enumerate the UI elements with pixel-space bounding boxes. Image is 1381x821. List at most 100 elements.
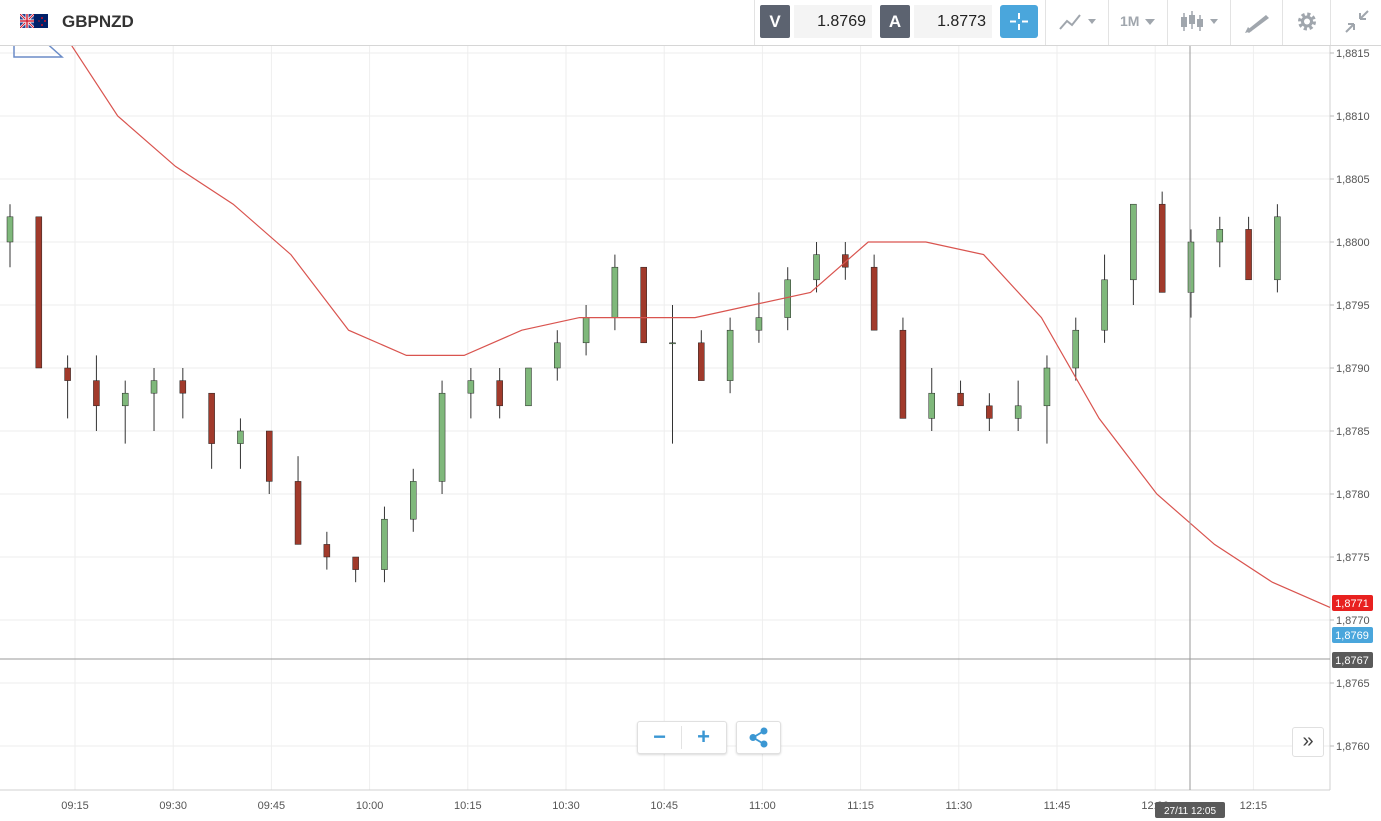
price-tag-gray: 1,8767 xyxy=(1332,652,1373,668)
divider xyxy=(1045,0,1046,45)
candle-up xyxy=(1187,241,1195,293)
price-tick-label: 1,8795 xyxy=(1336,300,1370,312)
candle-up xyxy=(582,317,590,344)
price-tick-label: 1,8770 xyxy=(1336,615,1370,627)
chevron-down-icon xyxy=(1145,19,1156,25)
candle-down xyxy=(265,430,273,482)
price-tick-label: 1,8800 xyxy=(1336,237,1370,249)
candle-up xyxy=(237,430,244,444)
share-icon xyxy=(749,727,768,748)
collapse-button[interactable] xyxy=(1340,5,1374,38)
candle-up xyxy=(726,329,734,381)
candle-down xyxy=(179,380,187,394)
price-tick-label: 1,8805 xyxy=(1336,174,1370,186)
candle-up xyxy=(438,392,446,482)
time-tick-label: 10:15 xyxy=(454,800,482,812)
price-tag-blue: 1,8769 xyxy=(1332,627,1373,643)
price-tick-label: 1,8760 xyxy=(1336,741,1370,753)
crosshair-time-label: 27/11 12:05 xyxy=(1155,802,1225,818)
divider xyxy=(681,726,682,749)
candle-up xyxy=(381,518,388,570)
candle-up xyxy=(121,392,129,407)
candle-down xyxy=(352,556,359,570)
candle-down xyxy=(93,380,100,407)
candle-up xyxy=(1274,216,1281,281)
candle-up xyxy=(554,342,561,369)
time-tick-label: 10:30 xyxy=(552,800,580,812)
candle-down xyxy=(323,544,331,558)
price-tag-red: 1,8771 xyxy=(1332,595,1373,611)
candle-up xyxy=(928,392,935,419)
price-tick-label: 1,8810 xyxy=(1336,111,1370,123)
divider xyxy=(754,0,755,45)
candle-up xyxy=(6,216,14,243)
price-tick-label: 1,8765 xyxy=(1336,678,1370,690)
settings-button[interactable] xyxy=(1292,5,1322,38)
candles xyxy=(6,191,1281,583)
candle-up xyxy=(813,254,820,281)
collapse-arrows-icon xyxy=(1345,10,1369,33)
candle-down xyxy=(35,216,43,369)
zoom-out-button[interactable]: − xyxy=(653,724,666,749)
price-tick-label: 1,8785 xyxy=(1336,426,1370,438)
symbol-title: GBPNZD xyxy=(62,12,134,31)
candle-down xyxy=(640,266,647,344)
crosshair-button[interactable] xyxy=(1000,5,1038,38)
candle-up xyxy=(755,317,763,331)
sell-price[interactable]: 1.8769 xyxy=(794,5,872,38)
candle-down xyxy=(842,254,849,268)
crosshair-icon xyxy=(1010,13,1028,30)
chart-type-button[interactable] xyxy=(1058,5,1102,38)
time-tick-label: 09:45 xyxy=(258,800,286,812)
candle-up xyxy=(525,367,532,407)
drawing-tools-button[interactable] xyxy=(1240,5,1274,38)
svg-text:1,8769: 1,8769 xyxy=(1335,630,1369,642)
time-tick-label: 11:15 xyxy=(847,800,874,812)
candle-down xyxy=(986,405,993,419)
price-tick-label: 1,8815 xyxy=(1336,48,1370,60)
candle-up xyxy=(1130,203,1137,281)
sell-label[interactable]: V xyxy=(760,5,790,38)
candle-up xyxy=(669,342,676,345)
candle-style-button[interactable] xyxy=(1178,5,1224,38)
price-tick-label: 1,8780 xyxy=(1336,489,1370,501)
pen-icon xyxy=(1245,15,1269,33)
top-toolbar: GBPNZD V 1.8769 A 1.8773 1M xyxy=(0,0,1381,46)
svg-text:1,8767: 1,8767 xyxy=(1335,655,1369,667)
candle-down xyxy=(870,266,878,331)
time-tick-label: 11:00 xyxy=(749,800,776,812)
time-tick-label: 12:15 xyxy=(1240,800,1268,812)
time-axis: 09:15 09:30 09:45 10:00 10:15 10:30 10:45 11:00… xyxy=(61,800,1267,812)
divider xyxy=(1330,0,1331,45)
price-axis: 1,8815 1,8810 1,8805 1,8800 1,8795 1,8790 1,87… xyxy=(1330,48,1370,753)
candle-up xyxy=(1101,279,1108,331)
buy-label[interactable]: A xyxy=(880,5,910,38)
price-tick-label: 1,8775 xyxy=(1336,552,1370,564)
candlestick-icon xyxy=(1181,11,1218,31)
candle-down xyxy=(899,329,907,419)
moving-average-line xyxy=(59,27,1331,608)
gbp-nzd-flag-icon xyxy=(20,14,48,28)
divider xyxy=(1108,0,1109,45)
time-tick-label: 09:30 xyxy=(159,800,187,812)
svg-text:27/11 12:05: 27/11 12:05 xyxy=(1164,806,1217,817)
buy-price[interactable]: 1.8773 xyxy=(914,5,992,38)
candle-down xyxy=(698,342,705,381)
candle-up xyxy=(611,266,619,318)
zoom-controls: − + xyxy=(637,721,727,754)
grid xyxy=(0,45,1330,790)
time-tick-label: 11:45 xyxy=(1044,800,1071,812)
candle-up xyxy=(150,380,158,394)
candle-down xyxy=(294,481,302,545)
line-chart-icon xyxy=(1059,14,1096,30)
timeframe-button[interactable]: 1M xyxy=(1120,5,1160,38)
zoom-in-button[interactable]: + xyxy=(697,724,710,749)
divider xyxy=(1230,0,1231,45)
candle-down xyxy=(1245,229,1252,281)
candle-up xyxy=(1014,405,1022,419)
share-button[interactable] xyxy=(736,721,781,754)
candle-up xyxy=(1072,329,1080,369)
scroll-to-latest-button[interactable]: » xyxy=(1292,727,1324,757)
candle-up xyxy=(1216,229,1224,243)
